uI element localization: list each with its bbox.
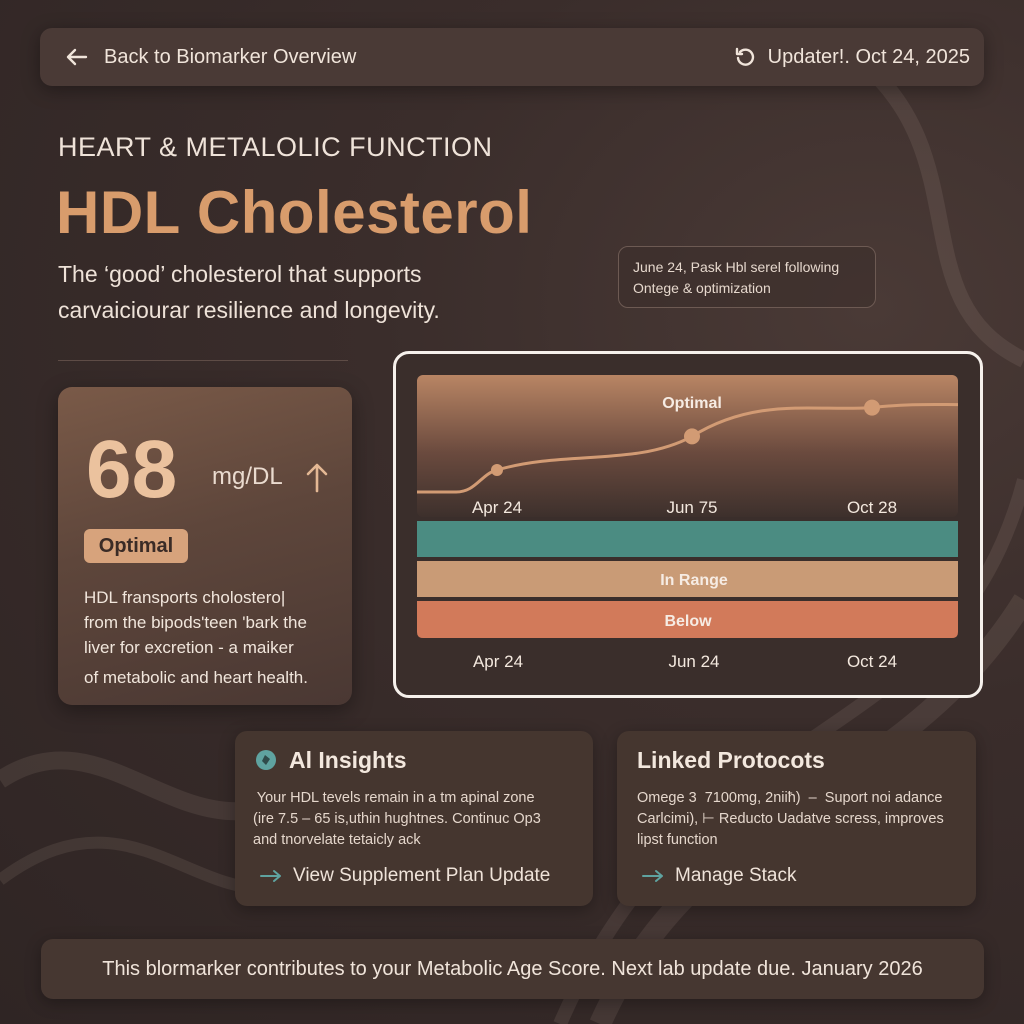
body-line: Your HDL tevels remain in a tm apinal zo… xyxy=(253,790,535,806)
link-label: Manage Stack xyxy=(675,865,797,886)
band-teal xyxy=(417,521,958,557)
current-value-card: 68 mg/DL Optimal HDL fransports choloste… xyxy=(58,387,352,705)
linked-protocols-body: Omege 3 7100mg, 2niiħ) – Suport noi adan… xyxy=(637,788,969,851)
data-point xyxy=(864,399,880,416)
trend-chart-svg: Optimal In Range Below Apr 24 Jun 75 Oct… xyxy=(417,375,959,671)
ai-icon xyxy=(256,750,276,770)
current-value: 68 xyxy=(86,424,178,515)
arrow-up-icon xyxy=(306,463,328,493)
body-line: Omege 3 7100mg, 2niiħ) – Suport noi adan… xyxy=(637,790,943,806)
body-line: and tnorvelate tetaicly ack xyxy=(253,832,421,848)
upper-tick-label: Oct 28 xyxy=(847,498,897,517)
manage-stack-link[interactable]: Manage Stack xyxy=(641,865,796,887)
subtitle-line: carvaiciourar resilience and longevity. xyxy=(58,297,440,323)
band-label-below: Below xyxy=(664,613,712,630)
page-subtitle: The ‘good’ cholesterol that supports car… xyxy=(58,256,578,328)
description-line: liver for excretion - a maiker xyxy=(84,638,294,657)
x-tick-label: Oct 24 xyxy=(847,652,897,671)
updated-label: Updater!. Oct 24, 2025 xyxy=(767,45,970,68)
subtitle-line: The ‘good’ cholesterol that supports xyxy=(58,261,422,287)
band-below xyxy=(417,601,958,638)
x-tick-label: Apr 24 xyxy=(473,652,523,671)
linked-protocols-title: Linked Protocots xyxy=(637,747,825,773)
description-line: HDL fransports cholostero| xyxy=(84,588,286,607)
linked-protocols-card: Linked Protocots Omege 3 7100mg, 2niiħ) … xyxy=(617,731,976,906)
trend-chart: Optimal In Range Below Apr 24 Jun 75 Oct… xyxy=(393,351,983,698)
tooltip-line: Ontege & optimization xyxy=(633,280,771,296)
value-unit: mg/DL xyxy=(212,463,283,490)
body-line: lipst function xyxy=(637,832,718,848)
last-updated: Updater!. Oct 24, 2025 xyxy=(734,46,970,69)
footer-note: This blormarker contributes to your Meta… xyxy=(41,939,984,999)
value-description: HDL fransports cholostero| from the bipo… xyxy=(84,585,340,690)
ai-insights-body: Your HDL tevels remain in a tm apinal zo… xyxy=(253,788,583,851)
data-point xyxy=(491,464,503,476)
trend-points xyxy=(491,399,880,476)
description-line: from the bipods'teen 'bark the xyxy=(84,613,307,632)
chart-annotation-tooltip: June 24, Pask Hbl serel following Ontege… xyxy=(618,246,876,308)
description-line: of metabolic and heart health. xyxy=(84,668,308,687)
page-title: HDL Cholesterol xyxy=(56,179,533,246)
body-line: Carlcimi), ⊢ Reducto Uadatve scress, imp… xyxy=(637,811,944,827)
upper-tick-label: Jun 75 xyxy=(666,498,717,517)
data-point xyxy=(684,428,700,445)
band-optimal xyxy=(417,375,958,517)
back-label: Back to Biomarker Overview xyxy=(104,45,357,68)
band-label-in-range: In Range xyxy=(660,572,728,589)
upper-tick-label: Apr 24 xyxy=(472,498,522,517)
back-to-overview-link[interactable]: Back to Biomarker Overview xyxy=(66,46,356,69)
band-label-optimal: Optimal xyxy=(662,395,722,412)
top-bar: Back to Biomarker Overview Updater!. Oct… xyxy=(40,28,984,86)
tooltip-line: June 24, Pask Hbl serel following xyxy=(633,259,840,275)
body-line: (ire 7.5 – 65 is,uthin hughtnes. Continu… xyxy=(253,811,541,827)
status-badge: Optimal xyxy=(84,529,188,563)
ai-insights-title: Al Insights xyxy=(289,747,407,773)
band-in-range xyxy=(417,561,958,597)
refresh-icon xyxy=(735,47,754,66)
ai-insights-card: Al Insights Your HDL tevels remain in a … xyxy=(235,731,593,906)
link-label: View Supplement Plan Update xyxy=(293,865,551,886)
arrow-right-icon xyxy=(260,870,281,882)
view-supplement-plan-link[interactable]: View Supplement Plan Update xyxy=(259,865,550,887)
arrow-left-icon xyxy=(66,48,88,66)
divider xyxy=(58,360,348,361)
arrow-right-icon xyxy=(642,870,663,882)
x-tick-label: Jun 24 xyxy=(668,652,719,671)
category-label: HEART & METALOLIC FUNCTION xyxy=(58,132,493,162)
